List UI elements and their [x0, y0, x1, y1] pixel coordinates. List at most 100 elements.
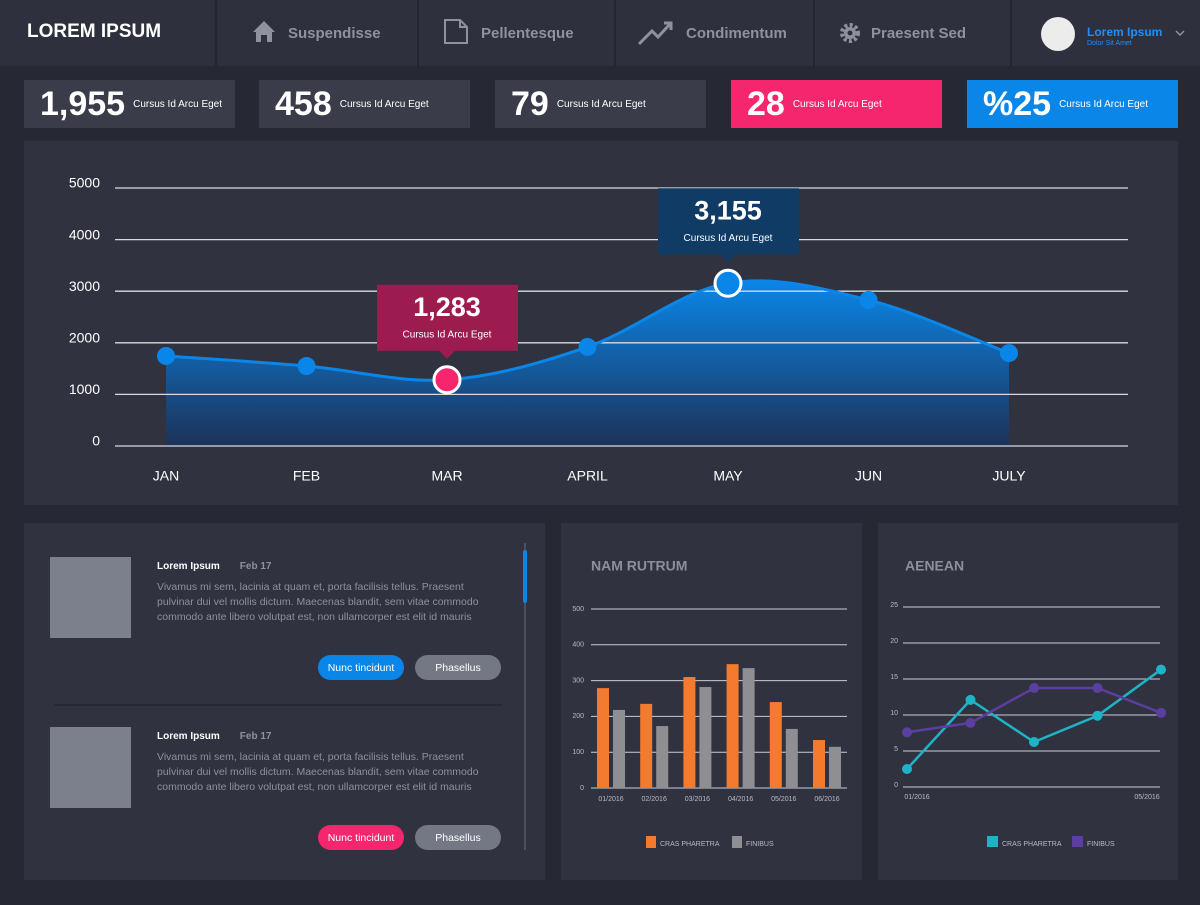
- primary-button[interactable]: Nunc tincidunt: [318, 825, 404, 850]
- file-icon: [444, 19, 468, 44]
- thumbnail: [50, 557, 131, 638]
- trend-icon: [637, 21, 673, 46]
- y-tick-label: 400: [572, 642, 584, 649]
- legend-label: CRAS PHARETRA: [1002, 841, 1062, 848]
- chart-title: AENEAN: [905, 558, 964, 574]
- thumbnail: [50, 727, 131, 808]
- y-tick-label: 5: [894, 746, 898, 753]
- x-tick-label: MAY: [713, 468, 743, 484]
- primary-button[interactable]: Nunc tincidunt: [318, 655, 404, 680]
- bar: [742, 668, 755, 788]
- x-tick-label: 05/2016: [1134, 794, 1159, 801]
- data-point: [432, 365, 462, 395]
- home-icon: [253, 21, 275, 42]
- y-tick-label: 0: [894, 782, 898, 789]
- nav-item[interactable]: Pellentesque: [481, 24, 574, 42]
- stat-card: 458 Cursus Id Arcu Eget: [259, 80, 470, 128]
- y-tick-label: 2000: [69, 330, 100, 346]
- callout-box: [658, 188, 799, 263]
- chart-title: NAM RUTRUM: [591, 558, 687, 574]
- area: [166, 280, 1009, 446]
- x-tick-label: APRIL: [567, 468, 608, 484]
- main-panel: [24, 141, 1178, 505]
- y-tick-label: 100: [572, 749, 584, 756]
- bar: [699, 687, 712, 788]
- gear-icon: [840, 23, 860, 43]
- callout-value: 1,283: [413, 292, 481, 322]
- data-point: [1092, 710, 1103, 721]
- bar: [726, 664, 739, 788]
- stat-label: Cursus Id Arcu Eget: [1059, 98, 1148, 110]
- data-point: [859, 290, 878, 309]
- x-tick-label: 02/2016: [642, 796, 667, 803]
- legend-swatch: [732, 836, 742, 848]
- data-point: [1029, 683, 1039, 693]
- stat-card: 1,955 Cursus Id Arcu Eget: [24, 80, 235, 128]
- legend-swatch: [1072, 836, 1083, 847]
- legend-swatch: [987, 836, 998, 847]
- x-tick-label: JAN: [153, 468, 179, 484]
- legend-swatch: [646, 836, 656, 848]
- x-tick-label: FEB: [293, 468, 320, 484]
- stat-card: %25 Cursus Id Arcu Eget: [967, 80, 1178, 128]
- bar: [613, 709, 625, 788]
- user-name[interactable]: Lorem Ipsum: [1087, 25, 1163, 39]
- avatar: [1041, 17, 1075, 51]
- stat-value: 458: [275, 84, 332, 123]
- y-tick-label: 15: [890, 674, 898, 681]
- nav-item[interactable]: Condimentum: [686, 24, 787, 42]
- stat-label: Cursus Id Arcu Eget: [133, 98, 223, 110]
- legend-label: FINIBUS: [1087, 841, 1115, 848]
- nav-item[interactable]: Praesent Sed: [871, 24, 967, 42]
- y-tick-label: 500: [572, 606, 584, 613]
- legend-label: FINIBUS: [746, 841, 774, 848]
- y-tick-label: 5000: [69, 175, 100, 191]
- data-point: [902, 764, 912, 774]
- callout-box: [377, 284, 518, 359]
- x-tick-label: 01/2016: [598, 796, 623, 803]
- bar: [813, 740, 825, 788]
- scroll-thumb[interactable]: [523, 550, 527, 603]
- data-point: [1156, 707, 1166, 718]
- data-point: [1156, 664, 1166, 675]
- line-panel: [878, 523, 1178, 880]
- stat-label: Cursus Id Arcu Eget: [339, 98, 429, 110]
- nav-separators: [215, 0, 1012, 66]
- stat-label: Cursus Id Arcu Eget: [792, 98, 882, 110]
- feed-title: Lorem Ipsum: [157, 561, 220, 572]
- data-point: [965, 694, 976, 705]
- callout-value: 3,155: [694, 195, 762, 225]
- feed-header: Lorem Ipsum Feb 17: [157, 726, 271, 744]
- bar: [683, 677, 696, 788]
- app-title: LOREM IPSUM: [27, 21, 162, 42]
- bar: [640, 703, 653, 788]
- stat-card: 79 Cursus Id Arcu Eget: [495, 80, 706, 128]
- legend-label: CRAS PHARETRA: [660, 841, 720, 848]
- chevron[interactable]: [1175, 30, 1185, 37]
- feed-date: Feb 17: [239, 561, 272, 572]
- bar: [785, 728, 798, 788]
- stat-label: Cursus Id Arcu Eget: [556, 98, 646, 110]
- nav-item[interactable]: Suspendisse: [288, 24, 381, 42]
- data-point: [578, 337, 597, 356]
- y-tick-label: 0: [92, 433, 100, 449]
- feed-body: Vivamus mi sem, lacinia at quam et, port…: [157, 581, 479, 623]
- secondary-button[interactable]: Phasellus: [415, 655, 501, 680]
- y-tick-label: 3000: [69, 278, 100, 294]
- x-tick-label: 03/2016: [685, 796, 710, 803]
- stat-value: %25: [983, 84, 1052, 123]
- data-point: [965, 717, 976, 728]
- y-tick-label: 200: [572, 713, 584, 720]
- y-tick-label: 300: [572, 677, 584, 684]
- y-tick-label: 4000: [69, 226, 100, 242]
- data-point: [1000, 344, 1018, 363]
- y-tick-label: 20: [890, 638, 898, 645]
- y-tick-label: 10: [890, 710, 898, 717]
- secondary-button[interactable]: Phasellus: [415, 825, 501, 850]
- x-tick-label: JUN: [855, 468, 882, 484]
- feed-date: Feb 17: [239, 731, 272, 742]
- header-bar: [0, 0, 1200, 66]
- x-tick-label: MAR: [431, 468, 462, 484]
- data-point: [902, 727, 912, 738]
- y-tick-label: 25: [890, 602, 898, 609]
